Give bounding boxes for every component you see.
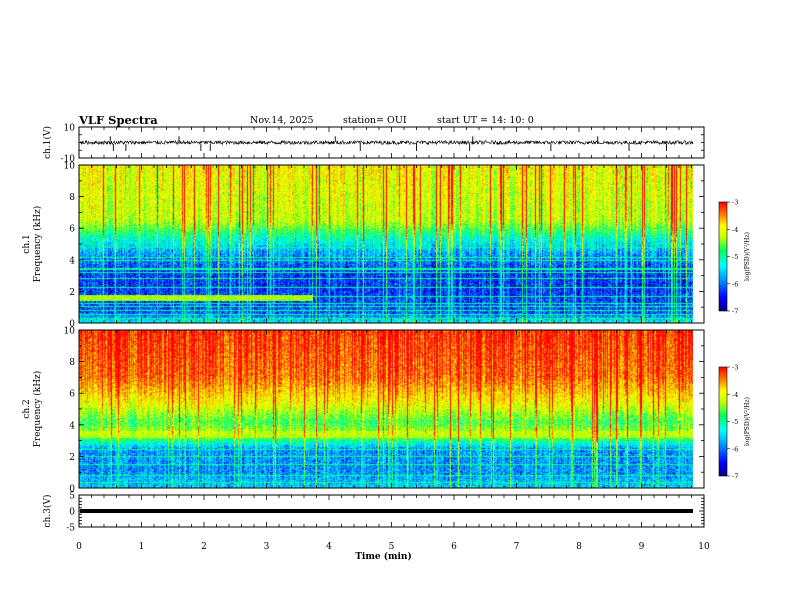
ch2-spectrogram-colorbar-tick-label: -4 xyxy=(732,391,738,399)
ch2-spectrogram-colorbar-tick-label: -5 xyxy=(732,418,738,426)
ch1-spectrogram-colorbar-tick-label: -4 xyxy=(732,226,738,234)
x-tick-label: 3 xyxy=(264,542,270,552)
ch1-spectrogram-colorbar-label: log(PSD)(V²/Hz) xyxy=(744,232,751,281)
ch2-spectrogram-ytick-label: 0 xyxy=(69,485,75,495)
x-tick-label: 4 xyxy=(326,542,332,552)
ch2-spectrogram-ytick-label: 8 xyxy=(69,358,75,368)
x-tick-label: 1 xyxy=(139,542,145,552)
ch2-spectrogram-colorbar-tick-label: -3 xyxy=(732,364,738,372)
x-tick-label: 2 xyxy=(201,542,207,552)
ch2-spectrogram-ytick-label: 6 xyxy=(69,390,75,400)
ch1-spectrogram-ylabel-frequency: Frequency (kHz) xyxy=(32,206,43,283)
ch1-spectrogram-ytick-label: 0 xyxy=(69,320,75,330)
ch1-spectrogram-colorbar-tick-label: -3 xyxy=(732,199,738,207)
ch1-spectrogram-image xyxy=(79,165,693,323)
x-tick-label: 10 xyxy=(698,542,710,552)
ch1-spectrogram-ytick-label: 6 xyxy=(69,225,75,235)
ch1-spectrogram-colorbar-tick-label: -6 xyxy=(732,280,738,288)
x-axis-label: Time (min) xyxy=(355,551,412,562)
ch1-waveform-ytick-label: -10 xyxy=(61,155,76,165)
x-tick-label: 7 xyxy=(514,542,520,552)
x-tick-label: 9 xyxy=(639,542,645,552)
ch2-spectrogram-ytick-label: 2 xyxy=(69,453,75,463)
ch3-waveform-ytick-label: 5 xyxy=(69,492,75,502)
ch2-spectrogram-colorbar-tick-label: -6 xyxy=(732,445,738,453)
ch1-waveform-ytick-label: 10 xyxy=(64,124,76,134)
ch2-spectrogram-colorbar-label: log(PSD)(V²/Hz) xyxy=(744,397,751,446)
x-tick-label: 0 xyxy=(76,542,82,552)
ch1-spectrogram-ytick-label: 8 xyxy=(69,193,75,203)
ch3-waveform-ylabel: ch.3(V) xyxy=(42,495,53,528)
ch2-spectrogram-colorbar-tick-label: -7 xyxy=(732,473,738,481)
ch1-spectrogram-colorbar-tick-label: -7 xyxy=(732,308,738,316)
ch2-spectrogram-ylabel-frequency: Frequency (kHz) xyxy=(32,371,43,448)
x-tick-label: 6 xyxy=(451,542,457,552)
ch2-spectrogram-ytick-label: 4 xyxy=(69,421,75,431)
date-label: Nov.14, 2025 xyxy=(250,115,314,126)
ch3-waveform-ytick-label: 0 xyxy=(69,508,75,518)
figure-title: VLF Spectra xyxy=(79,113,158,127)
x-tick-label: 5 xyxy=(389,542,395,552)
station-label: station= OUI xyxy=(343,115,407,126)
ch1-spectrogram-ytick-label: 10 xyxy=(64,162,76,172)
x-tick-label: 8 xyxy=(576,542,582,552)
start-time-label: start UT = 14: 10: 0 xyxy=(437,115,534,126)
ch1-waveform-ylabel: ch.1(V) xyxy=(42,126,53,159)
ch3-waveform-ytick-label: -5 xyxy=(66,524,75,534)
ch1-trace xyxy=(79,139,694,146)
ch1-spectrogram-ytick-label: 4 xyxy=(69,256,75,266)
ch2-spectrogram-ytick-label: 10 xyxy=(64,327,76,337)
ch1-spectrogram-colorbar-tick-label: -5 xyxy=(732,253,738,261)
ch1-spectrogram-ytick-label: 2 xyxy=(69,288,75,298)
ch2-spectrogram-colorbar xyxy=(718,366,728,477)
ch1-spectrogram-colorbar xyxy=(718,201,728,312)
ch2-spectrogram-image xyxy=(79,330,693,488)
ch1-spectrogram-ylabel-channel: ch.1 xyxy=(22,234,32,253)
ch2-spectrogram-ylabel-channel: ch.2 xyxy=(22,399,32,418)
